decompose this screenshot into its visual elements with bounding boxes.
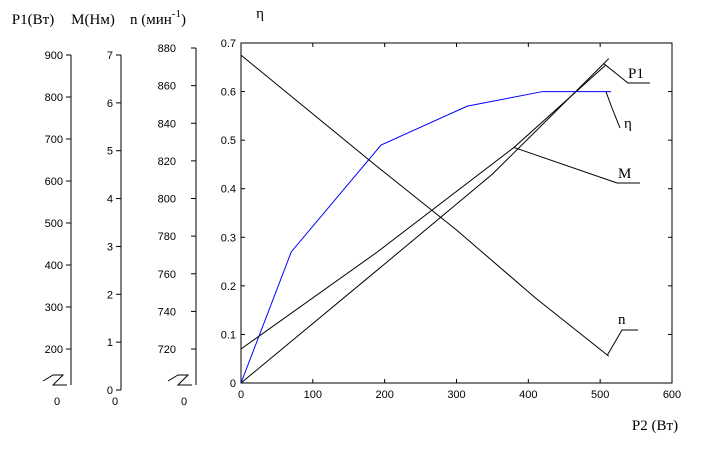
series-label-eta: η <box>624 116 632 132</box>
series-line-M <box>240 64 607 350</box>
P1-axis-label: P1(Вт) <box>12 12 54 28</box>
series-line-n <box>240 54 610 357</box>
n-axis-break <box>167 374 192 386</box>
M-axis-label: M(Нм) <box>71 12 115 28</box>
eta-tick-label: 0 <box>230 378 236 390</box>
n-tick-label: 760 <box>158 269 176 281</box>
M-tick-label: 6 <box>107 98 113 110</box>
eta-tick-label: 0.4 <box>221 184 236 196</box>
eta-tick-label: 0.1 <box>221 329 236 341</box>
x-tick-label: 200 <box>375 389 393 401</box>
eta-tick-label: 0.3 <box>221 232 236 244</box>
x-tick-label: 0 <box>238 389 244 401</box>
P1-zero-label: 0 <box>54 396 60 408</box>
P1-tick-label: 500 <box>45 218 63 230</box>
P1-tick-label: 900 <box>45 50 63 62</box>
n-tick-label: 780 <box>158 231 176 243</box>
M-tick-label: 7 <box>107 50 113 62</box>
series-leader-n <box>606 329 638 356</box>
n-tick-label: 800 <box>158 194 176 206</box>
series-label-P1: P1 <box>628 66 644 82</box>
P1-axis-break <box>42 374 67 386</box>
series-label-n: n <box>618 312 626 328</box>
eta-axis-label: η <box>256 6 264 22</box>
M-tick-label: 0 <box>107 385 113 397</box>
n-tick-label: 880 <box>158 43 176 55</box>
M-tick-label: 2 <box>107 289 113 301</box>
M-tick-label: 1 <box>107 337 113 349</box>
P1-tick-label: 800 <box>45 92 63 104</box>
x-tick-label: 100 <box>304 389 322 401</box>
x-tick-label: 600 <box>663 389 681 401</box>
M-tick-label: 4 <box>107 194 113 206</box>
P1-tick-label: 200 <box>45 344 63 356</box>
eta-tick-label: 0.6 <box>221 87 236 99</box>
n-tick-label: 720 <box>158 344 176 356</box>
eta-tick-label: 0.5 <box>221 135 236 147</box>
n-axis-label: n (мин-1) <box>130 8 186 28</box>
eta-tick-label: 0.2 <box>221 281 236 293</box>
M-tick-label: 3 <box>107 241 113 253</box>
n-tick-label: 820 <box>158 156 176 168</box>
series-leader-M <box>513 146 640 184</box>
n-tick-label: 740 <box>158 306 176 318</box>
series-line-P1 <box>240 58 610 384</box>
x-axis-label: P2 (Вт) <box>632 418 678 434</box>
n-zero-label: 0 <box>181 396 187 408</box>
P1-tick-label: 300 <box>45 302 63 314</box>
x-tick-label: 300 <box>447 389 465 401</box>
x-tick-label: 400 <box>519 389 537 401</box>
eta-tick-label: 0.7 <box>221 38 236 50</box>
n-tick-label: 860 <box>158 81 176 93</box>
P1-tick-label: 600 <box>45 176 63 188</box>
P1-tick-label: 400 <box>45 260 63 272</box>
M-tick-label: 5 <box>107 146 113 158</box>
plot-frame <box>240 42 673 384</box>
series-line-eta <box>240 91 611 384</box>
x-tick-label: 500 <box>591 389 609 401</box>
series-label-M: M <box>618 166 631 182</box>
n-tick-label: 840 <box>158 118 176 130</box>
series-leader-eta <box>605 91 621 129</box>
M-zero-label: 0 <box>112 396 118 408</box>
P1-tick-label: 700 <box>45 134 63 146</box>
series-leader-P1 <box>603 63 650 84</box>
